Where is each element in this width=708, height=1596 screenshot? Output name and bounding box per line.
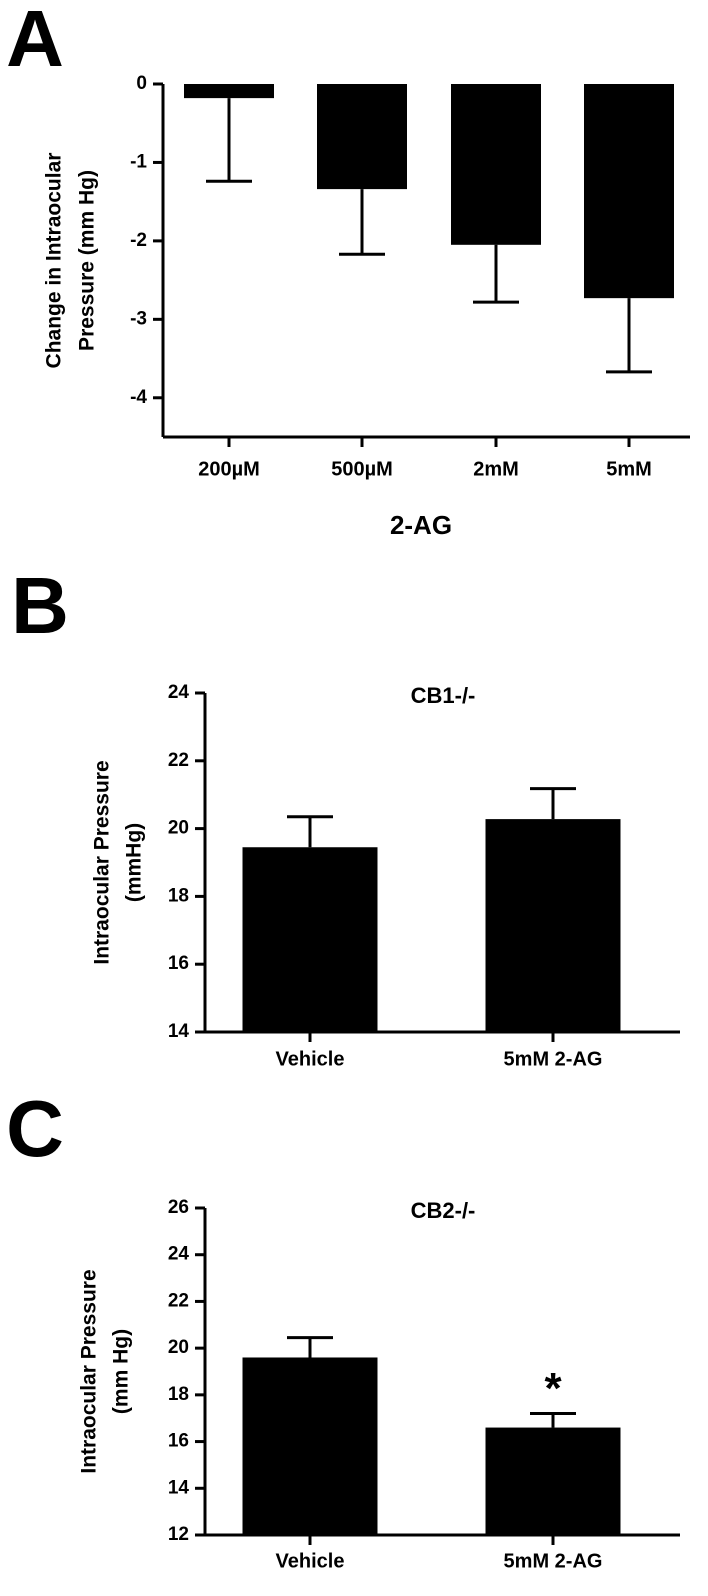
y-tick-label: 12 — [168, 1524, 189, 1545]
y-tick-label: 24 — [168, 1244, 190, 1265]
bar — [451, 84, 541, 245]
panel-letter: B — [11, 561, 69, 650]
x-tick-label: 5mM — [606, 458, 652, 480]
y-axis-label: Intraocular Pressure — [91, 760, 114, 964]
y-tick-label: 22 — [168, 1290, 189, 1311]
y-tick-label: 22 — [168, 750, 189, 771]
y-tick-label: 18 — [168, 885, 189, 906]
x-tick-label: 200µM — [198, 458, 260, 480]
bar — [485, 819, 621, 1032]
panel-letter: A — [6, 0, 64, 83]
y-tick-label: 16 — [168, 1431, 189, 1452]
y-tick-label: -3 — [130, 308, 147, 329]
y-tick-label: 26 — [168, 1197, 189, 1218]
error-bar — [339, 189, 385, 256]
bar — [242, 1357, 378, 1535]
error-bar — [530, 787, 576, 820]
chart-title: CB1-/- — [411, 683, 476, 708]
y-tick-label: 20 — [168, 818, 189, 839]
error-bar — [206, 98, 252, 183]
bar — [184, 84, 274, 99]
y-tick-label: 24 — [168, 682, 190, 703]
y-tick-label: -1 — [130, 151, 147, 172]
annotation: * — [544, 1364, 562, 1413]
bar — [317, 84, 407, 190]
y-axis-label: (mm Hg) — [110, 1329, 133, 1414]
panel-letter: C — [6, 1084, 64, 1173]
bar — [485, 1427, 621, 1535]
error-bar — [287, 815, 333, 848]
error-bar — [606, 298, 652, 374]
y-tick-label: 0 — [136, 73, 147, 94]
y-axis-label: Change in Intraocular — [43, 153, 66, 369]
y-axis-label: Intraocular Pressure — [78, 1269, 101, 1473]
error-bar — [473, 244, 519, 304]
x-tick-label: 500µM — [331, 458, 393, 480]
bar — [584, 84, 674, 299]
x-axis-label: 2-AG — [390, 510, 452, 540]
y-tick-label: 14 — [168, 1477, 190, 1498]
error-bar — [530, 1412, 576, 1428]
y-tick-label: 18 — [168, 1384, 189, 1405]
chart-title: CB2-/- — [411, 1198, 476, 1223]
x-tick-label: Vehicle — [276, 1550, 345, 1572]
y-tick-label: 20 — [168, 1337, 189, 1358]
y-axis-label: (mmHg) — [123, 823, 146, 902]
x-tick-label: 5mM 2-AG — [504, 1550, 603, 1572]
y-axis-label: Pressure (mm Hg) — [76, 170, 99, 351]
y-tick-label: 14 — [168, 1021, 190, 1042]
y-tick-label: -4 — [130, 387, 147, 408]
x-tick-label: 2mM — [473, 458, 519, 480]
y-tick-label: 16 — [168, 953, 189, 974]
x-tick-label: Vehicle — [276, 1048, 345, 1070]
error-bar — [287, 1336, 333, 1358]
bar — [242, 847, 378, 1032]
y-tick-label: -2 — [130, 230, 147, 251]
x-tick-label: 5mM 2-AG — [504, 1048, 603, 1070]
